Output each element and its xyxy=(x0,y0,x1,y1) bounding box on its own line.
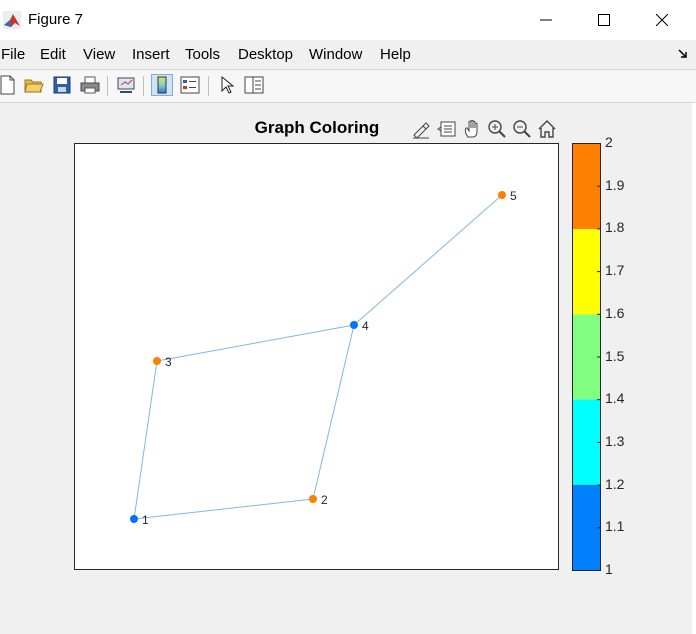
plot-axes[interactable]: 1 2 3 4 5 xyxy=(74,143,559,570)
property-inspector-icon[interactable] xyxy=(243,74,265,96)
close-button[interactable] xyxy=(633,0,691,40)
window-edge xyxy=(692,103,696,634)
legend-icon[interactable] xyxy=(179,74,201,96)
graph-node[interactable] xyxy=(130,515,138,523)
menu-help[interactable]: Help xyxy=(380,46,411,63)
zoom-in-icon[interactable] xyxy=(486,118,508,140)
toolbar-separator xyxy=(208,76,209,96)
graph-plot: 1 2 3 4 5 xyxy=(130,189,517,527)
menu-file[interactable]: File xyxy=(1,46,26,63)
new-figure-icon[interactable] xyxy=(0,74,18,96)
graph-node-label: 1 xyxy=(142,513,149,527)
data-tips-icon[interactable] xyxy=(436,118,458,140)
menu-separator xyxy=(0,69,696,70)
open-file-icon[interactable] xyxy=(23,74,45,96)
menu-edit[interactable]: Edit xyxy=(40,46,66,63)
colorbar-tick-label: 1.4 xyxy=(605,390,625,407)
colorbar-tick-label: 1.3 xyxy=(605,432,625,449)
graph-node-label: 3 xyxy=(165,355,172,369)
colorbar[interactable] xyxy=(572,143,601,571)
plot-title: Graph Coloring xyxy=(254,118,380,137)
minimize-button[interactable] xyxy=(517,0,575,40)
home-icon[interactable] xyxy=(536,118,558,140)
zoom-out-icon[interactable] xyxy=(511,118,533,140)
toolbar-separator xyxy=(107,76,108,96)
matlab-logo-icon xyxy=(3,11,21,29)
colorbar-band xyxy=(573,399,600,485)
colorbar-tick-label: 1.9 xyxy=(605,176,625,193)
colorbar-icon[interactable] xyxy=(151,74,173,96)
window-titlebar: Figure 7 xyxy=(0,0,696,40)
graph-edge xyxy=(133,498,314,520)
colorbar-tick-label: 1.2 xyxy=(605,475,625,492)
menu-tools[interactable]: Tools xyxy=(185,46,221,63)
colorbar-band xyxy=(573,229,600,315)
graph-node[interactable] xyxy=(498,191,506,199)
figure-toolbar xyxy=(0,70,696,102)
menu-insert[interactable]: Insert xyxy=(132,46,170,63)
graph-node[interactable] xyxy=(350,321,358,329)
brush-icon[interactable] xyxy=(410,118,432,140)
colorbar-tick-label: 1 xyxy=(605,561,613,577)
menu-bar: File Edit View Insert Tools Desktop Wind… xyxy=(0,40,696,69)
colorbar-tick-label: 1.7 xyxy=(605,262,625,279)
graph-edge xyxy=(156,324,355,362)
menu-view[interactable]: View xyxy=(83,46,116,63)
graph-edge xyxy=(133,360,158,520)
graph-node[interactable] xyxy=(309,495,317,503)
colorbar-band xyxy=(573,144,600,230)
maximize-button[interactable] xyxy=(575,0,633,40)
menubar-dock-arrow-icon[interactable] xyxy=(678,48,688,62)
graph-node[interactable] xyxy=(153,357,161,365)
toolbar-separator-line xyxy=(0,102,696,103)
link-plot-icon[interactable] xyxy=(115,74,137,96)
colorbar-tick-label: 2 xyxy=(605,134,613,150)
menu-desktop[interactable]: Desktop xyxy=(238,46,294,63)
toolbar-separator xyxy=(143,76,144,96)
save-icon[interactable] xyxy=(51,74,73,96)
graph-edge xyxy=(353,194,503,326)
window-title: Figure 7 xyxy=(28,11,84,28)
colorbar-band xyxy=(573,484,600,570)
graph-node-label: 2 xyxy=(321,493,328,507)
colorbar-tick-label: 1.1 xyxy=(605,518,625,535)
colorbar-tick-label: 1.8 xyxy=(605,219,625,236)
graph-node-label: 4 xyxy=(362,319,369,333)
print-icon[interactable] xyxy=(79,74,101,96)
graph-node-label: 5 xyxy=(510,189,517,203)
colorbar-band xyxy=(573,314,600,400)
graph-edge xyxy=(312,324,355,500)
pointer-icon[interactable] xyxy=(216,74,238,96)
menu-window[interactable]: Window xyxy=(309,46,363,63)
colorbar-tick-label: 1.6 xyxy=(605,304,625,321)
pan-icon[interactable] xyxy=(461,118,483,140)
colorbar-tick-label: 1.5 xyxy=(605,347,625,364)
